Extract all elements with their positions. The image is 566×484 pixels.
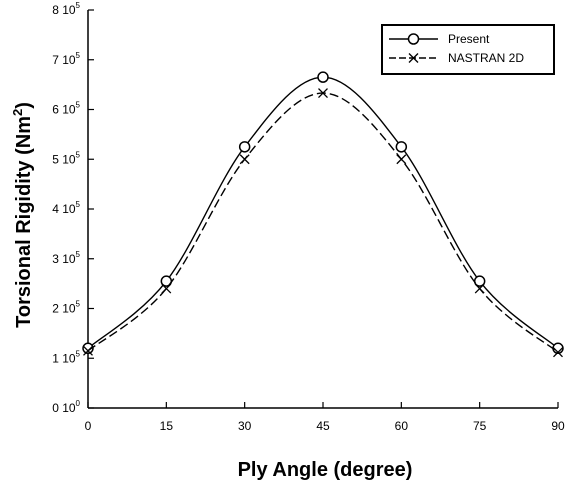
data-point-1-stroke-b bbox=[83, 345, 93, 356]
y-tick-mantissa: 0 10 bbox=[52, 401, 76, 415]
data-point-0 bbox=[82, 342, 94, 355]
legend-entries: Present NASTRAN 2D bbox=[389, 32, 524, 65]
x-tick-label: 0 bbox=[85, 419, 92, 433]
x-tick-label: 90 bbox=[551, 419, 565, 433]
y-tick-exponent: 5 bbox=[76, 250, 81, 259]
y-tick-exponent: 5 bbox=[76, 200, 81, 209]
y-tick-exponent: 5 bbox=[76, 51, 81, 60]
legend-label-0: Present bbox=[448, 32, 490, 46]
y-tick-exponent: 5 bbox=[76, 101, 81, 110]
y-tick-mantissa: 4 10 bbox=[52, 202, 76, 216]
y-tick-mantissa: 7 10 bbox=[52, 53, 76, 67]
y-tick-mantissa: 8 10 bbox=[52, 3, 76, 17]
y-tick-label: 1 105 bbox=[52, 349, 80, 365]
data-point-1-stroke-b bbox=[239, 154, 250, 165]
y-tick-exponent: 5 bbox=[76, 349, 81, 358]
y-tick-exponent: 5 bbox=[76, 150, 81, 159]
series-0 bbox=[82, 71, 564, 355]
y-tick-exponent: 5 bbox=[76, 1, 81, 10]
y-tick-mantissa: 6 10 bbox=[52, 103, 76, 117]
data-point-0 bbox=[395, 141, 408, 153]
data-point-1 bbox=[239, 154, 250, 165]
y-tick-exponent: 0 bbox=[76, 399, 81, 408]
data-point-1 bbox=[553, 347, 563, 358]
legend-marker-1-stroke-b bbox=[408, 53, 419, 63]
data-point-1-stroke-b bbox=[396, 154, 407, 165]
x-tick-label: 30 bbox=[238, 419, 252, 433]
series-1 bbox=[83, 88, 563, 358]
data-point-1-stroke-b bbox=[318, 88, 328, 99]
x-axis-title: Ply Angle (degree) bbox=[238, 459, 413, 481]
legend-label-1: NASTRAN 2D bbox=[448, 51, 524, 65]
data-point-0 bbox=[317, 71, 329, 83]
data-point-1-stroke-b bbox=[161, 283, 172, 294]
data-point-1 bbox=[474, 283, 485, 294]
x-tick-label: 15 bbox=[160, 419, 174, 433]
data-point-0 bbox=[238, 141, 251, 153]
y-tick-label: 7 105 bbox=[52, 51, 80, 67]
series-line-0 bbox=[87, 76, 559, 349]
data-point-1-stroke-b bbox=[474, 283, 485, 294]
x-tick-label: 45 bbox=[316, 419, 330, 433]
series-line-1 bbox=[87, 92, 559, 353]
legend-marker-1 bbox=[408, 53, 419, 63]
x-axis-ticks: 0 15 30 45 60 75 90 bbox=[85, 402, 565, 433]
y-tick-label: 3 105 bbox=[52, 250, 80, 266]
data-point-1-stroke-b bbox=[553, 347, 563, 358]
y-tick-label: 0 100 bbox=[52, 399, 80, 415]
y-tick-mantissa: 2 10 bbox=[52, 302, 76, 316]
legend-box bbox=[381, 24, 555, 75]
y-axis-title-close: ) bbox=[13, 102, 35, 109]
y-tick-mantissa: 1 10 bbox=[52, 351, 76, 365]
y-axis-title: Torsional Rigidity (Nm2) bbox=[10, 102, 35, 328]
data-point-1 bbox=[83, 345, 93, 356]
y-tick-label: 8 105 bbox=[52, 1, 80, 17]
data-point-1 bbox=[396, 154, 407, 165]
y-axis-title-sup: 2 bbox=[10, 109, 25, 116]
y-tick-label: 5 105 bbox=[52, 150, 80, 166]
legend-marker-0 bbox=[407, 33, 420, 45]
y-tick-label: 2 105 bbox=[52, 300, 80, 316]
y-axis-title-main: Torsional Rigidity (Nm bbox=[13, 116, 35, 328]
data-point-1 bbox=[318, 88, 328, 99]
x-tick-label: 60 bbox=[395, 419, 409, 433]
data-point-1 bbox=[161, 283, 172, 294]
y-tick-exponent: 5 bbox=[76, 300, 81, 309]
y-tick-mantissa: 3 10 bbox=[52, 252, 76, 266]
legend: Present NASTRAN 2D bbox=[381, 24, 555, 75]
y-tick-mantissa: 5 10 bbox=[52, 152, 76, 166]
y-tick-label: 6 105 bbox=[52, 101, 80, 117]
series-layer bbox=[82, 71, 564, 358]
y-tick-label: 4 105 bbox=[52, 200, 80, 216]
x-tick-label: 75 bbox=[473, 419, 487, 433]
